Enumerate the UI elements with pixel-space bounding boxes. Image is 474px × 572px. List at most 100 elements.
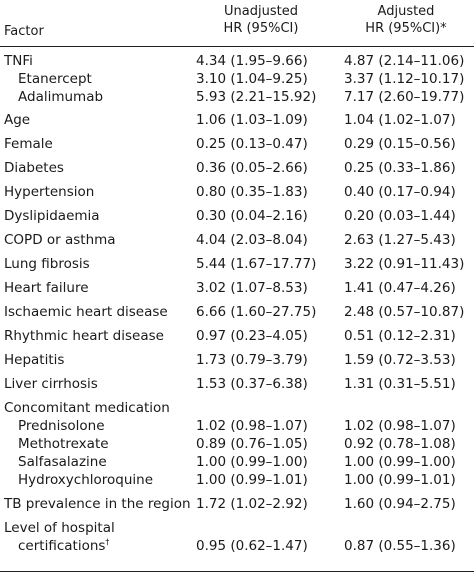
row-adjusted: 1.60 (0.94–2.75) — [344, 496, 456, 512]
row-unadjusted: 1.06 (1.03–1.09) — [196, 112, 308, 128]
row-unadjusted: 0.95 (0.62–1.47) — [196, 538, 308, 554]
row-adjusted: 1.02 (0.98–1.07) — [344, 418, 456, 434]
table-row: Ischaemic heart disease 6.66 (1.60–27.75… — [0, 302, 474, 322]
table-row: TNFi 4.34 (1.95–9.66) 4.87 (2.14–11.06) — [0, 51, 474, 71]
table-row: Age 1.06 (1.03–1.09) 1.04 (1.02–1.07) — [0, 110, 474, 130]
row-adjusted: 2.48 (0.57–10.87) — [344, 304, 465, 320]
table-row: Rhythmic heart disease 0.97 (0.23–4.05) … — [0, 326, 474, 346]
table-row: Prednisolone 1.02 (0.98–1.07) 1.02 (0.98… — [0, 416, 474, 436]
row-unadjusted: 4.34 (1.95–9.66) — [196, 53, 308, 69]
row-adjusted: 1.31 (0.31–5.51) — [344, 376, 456, 392]
table-row: Methotrexate 0.89 (0.76–1.05) 0.92 (0.78… — [0, 434, 474, 454]
row-unadjusted: 1.00 (0.99–1.00) — [196, 454, 308, 470]
header-unadjusted: Unadjusted HR (95%CI) — [190, 3, 332, 37]
row-label: Female — [4, 136, 53, 152]
row-adjusted: 0.20 (0.03–1.44) — [344, 208, 456, 224]
table-row: Salfasalazine 1.00 (0.99–1.00) 1.00 (0.9… — [0, 452, 474, 472]
row-label: COPD or asthma — [4, 232, 116, 248]
header-unadjusted-line2: HR (95%CI) — [223, 21, 299, 36]
row-unadjusted: 3.10 (1.04–9.25) — [196, 71, 308, 87]
row-adjusted: 0.92 (0.78–1.08) — [344, 436, 456, 452]
row-unadjusted: 1.02 (0.98–1.07) — [196, 418, 308, 434]
table-row: Adalimumab 5.93 (2.21–15.92) 7.17 (2.60–… — [0, 87, 474, 107]
table-row: Lung fibrosis 5.44 (1.67–17.77) 3.22 (0.… — [0, 254, 474, 274]
row-adjusted: 3.22 (0.91–11.43) — [344, 256, 465, 272]
table-row: Etanercept 3.10 (1.04–9.25) 3.37 (1.12–1… — [0, 69, 474, 89]
row-label: Methotrexate — [18, 436, 109, 452]
row-label: Concomitant medication — [4, 400, 170, 416]
row-adjusted: 0.40 (0.17–0.94) — [344, 184, 456, 200]
table-row: Hydroxychloroquine 1.00 (0.99–1.01) 1.00… — [0, 470, 474, 490]
row-label: Level of hospital — [4, 520, 115, 536]
header-adjusted: Adjusted HR (95%CI)* — [338, 3, 474, 37]
row-unadjusted: 0.80 (0.35–1.83) — [196, 184, 308, 200]
row-unadjusted: 3.02 (1.07–8.53) — [196, 280, 308, 296]
table-row: certifications† 0.95 (0.62–1.47) 0.87 (0… — [0, 536, 474, 556]
row-label: Hypertension — [4, 184, 95, 200]
row-label: Diabetes — [4, 160, 64, 176]
table-header: Factor Unadjusted HR (95%CI) Adjusted HR… — [0, 0, 474, 46]
table-row: Concomitant medication — [0, 398, 474, 418]
row-label: Adalimumab — [18, 89, 104, 105]
header-rule — [0, 46, 474, 47]
header-unadjusted-line1: Unadjusted — [224, 4, 298, 19]
row-unadjusted: 0.97 (0.23–4.05) — [196, 328, 308, 344]
row-adjusted: 3.37 (1.12–10.17) — [344, 71, 465, 87]
header-adjusted-line2: HR (95%CI)* — [365, 21, 447, 36]
row-label: Rhythmic heart disease — [4, 328, 164, 344]
row-label: Liver cirrhosis — [4, 376, 98, 392]
row-unadjusted: 0.36 (0.05–2.66) — [196, 160, 308, 176]
row-unadjusted: 0.89 (0.76–1.05) — [196, 436, 308, 452]
row-label: Prednisolone — [18, 418, 105, 434]
row-unadjusted: 5.93 (2.21–15.92) — [196, 89, 317, 105]
row-adjusted: 2.63 (1.27–5.43) — [344, 232, 456, 248]
table-row: COPD or asthma 4.04 (2.03–8.04) 2.63 (1.… — [0, 230, 474, 250]
row-unadjusted: 0.30 (0.04–2.16) — [196, 208, 308, 224]
row-unadjusted: 6.66 (1.60–27.75) — [196, 304, 317, 320]
row-label: Hepatitis — [4, 352, 65, 368]
row-adjusted: 1.59 (0.72–3.53) — [344, 352, 456, 368]
table-row: Liver cirrhosis 1.53 (0.37–6.38) 1.31 (0… — [0, 374, 474, 394]
row-unadjusted: 5.44 (1.67–17.77) — [196, 256, 317, 272]
row-adjusted: 0.87 (0.55–1.36) — [344, 538, 456, 554]
row-label: Dyslipidaemia — [4, 208, 100, 224]
row-adjusted: 0.29 (0.15–0.56) — [344, 136, 456, 152]
row-label: Salfasalazine — [18, 454, 107, 470]
table-row: Female 0.25 (0.13–0.47) 0.29 (0.15–0.56) — [0, 134, 474, 154]
row-label: certifications — [18, 538, 106, 554]
table-row: TB prevalence in the region 1.72 (1.02–2… — [0, 494, 474, 514]
row-label: Etanercept — [18, 71, 92, 87]
row-unadjusted: 1.53 (0.37–6.38) — [196, 376, 308, 392]
table-row: Hepatitis 1.73 (0.79–3.79) 1.59 (0.72–3.… — [0, 350, 474, 370]
row-adjusted: 1.00 (0.99–1.01) — [344, 472, 456, 488]
row-label: TB prevalence in the region — [4, 496, 191, 512]
row-label: Age — [4, 112, 31, 128]
row-unadjusted: 1.00 (0.99–1.01) — [196, 472, 308, 488]
table-row: Heart failure 3.02 (1.07–8.53) 1.41 (0.4… — [0, 278, 474, 298]
row-label-wrap: certifications† — [18, 536, 109, 556]
table-row: Diabetes 0.36 (0.05–2.66) 0.25 (0.33–1.8… — [0, 158, 474, 178]
row-adjusted: 1.04 (1.02–1.07) — [344, 112, 456, 128]
row-adjusted: 1.41 (0.47–4.26) — [344, 280, 456, 296]
header-factor: Factor — [4, 24, 44, 39]
row-label: Lung fibrosis — [4, 256, 90, 272]
row-unadjusted: 1.73 (0.79–3.79) — [196, 352, 308, 368]
row-label: Hydroxychloroquine — [18, 472, 154, 488]
row-adjusted: 0.51 (0.12–2.31) — [344, 328, 456, 344]
table-row: Dyslipidaemia 0.30 (0.04–2.16) 0.20 (0.0… — [0, 206, 474, 226]
row-label: Heart failure — [4, 280, 89, 296]
row-label: TNFi — [4, 53, 33, 69]
dagger-footnote-mark: † — [105, 537, 110, 547]
row-label: Ischaemic heart disease — [4, 304, 168, 320]
table-row: Level of hospital — [0, 518, 474, 538]
row-adjusted: 4.87 (2.14–11.06) — [344, 53, 465, 69]
row-unadjusted: 1.72 (1.02–2.92) — [196, 496, 308, 512]
row-unadjusted: 0.25 (0.13–0.47) — [196, 136, 308, 152]
table-row: Hypertension 0.80 (0.35–1.83) 0.40 (0.17… — [0, 182, 474, 202]
row-adjusted: 7.17 (2.60–19.77) — [344, 89, 465, 105]
row-unadjusted: 4.04 (2.03–8.04) — [196, 232, 308, 248]
row-adjusted: 0.25 (0.33–1.86) — [344, 160, 456, 176]
row-adjusted: 1.00 (0.99–1.00) — [344, 454, 456, 470]
header-adjusted-line1: Adjusted — [377, 4, 435, 19]
